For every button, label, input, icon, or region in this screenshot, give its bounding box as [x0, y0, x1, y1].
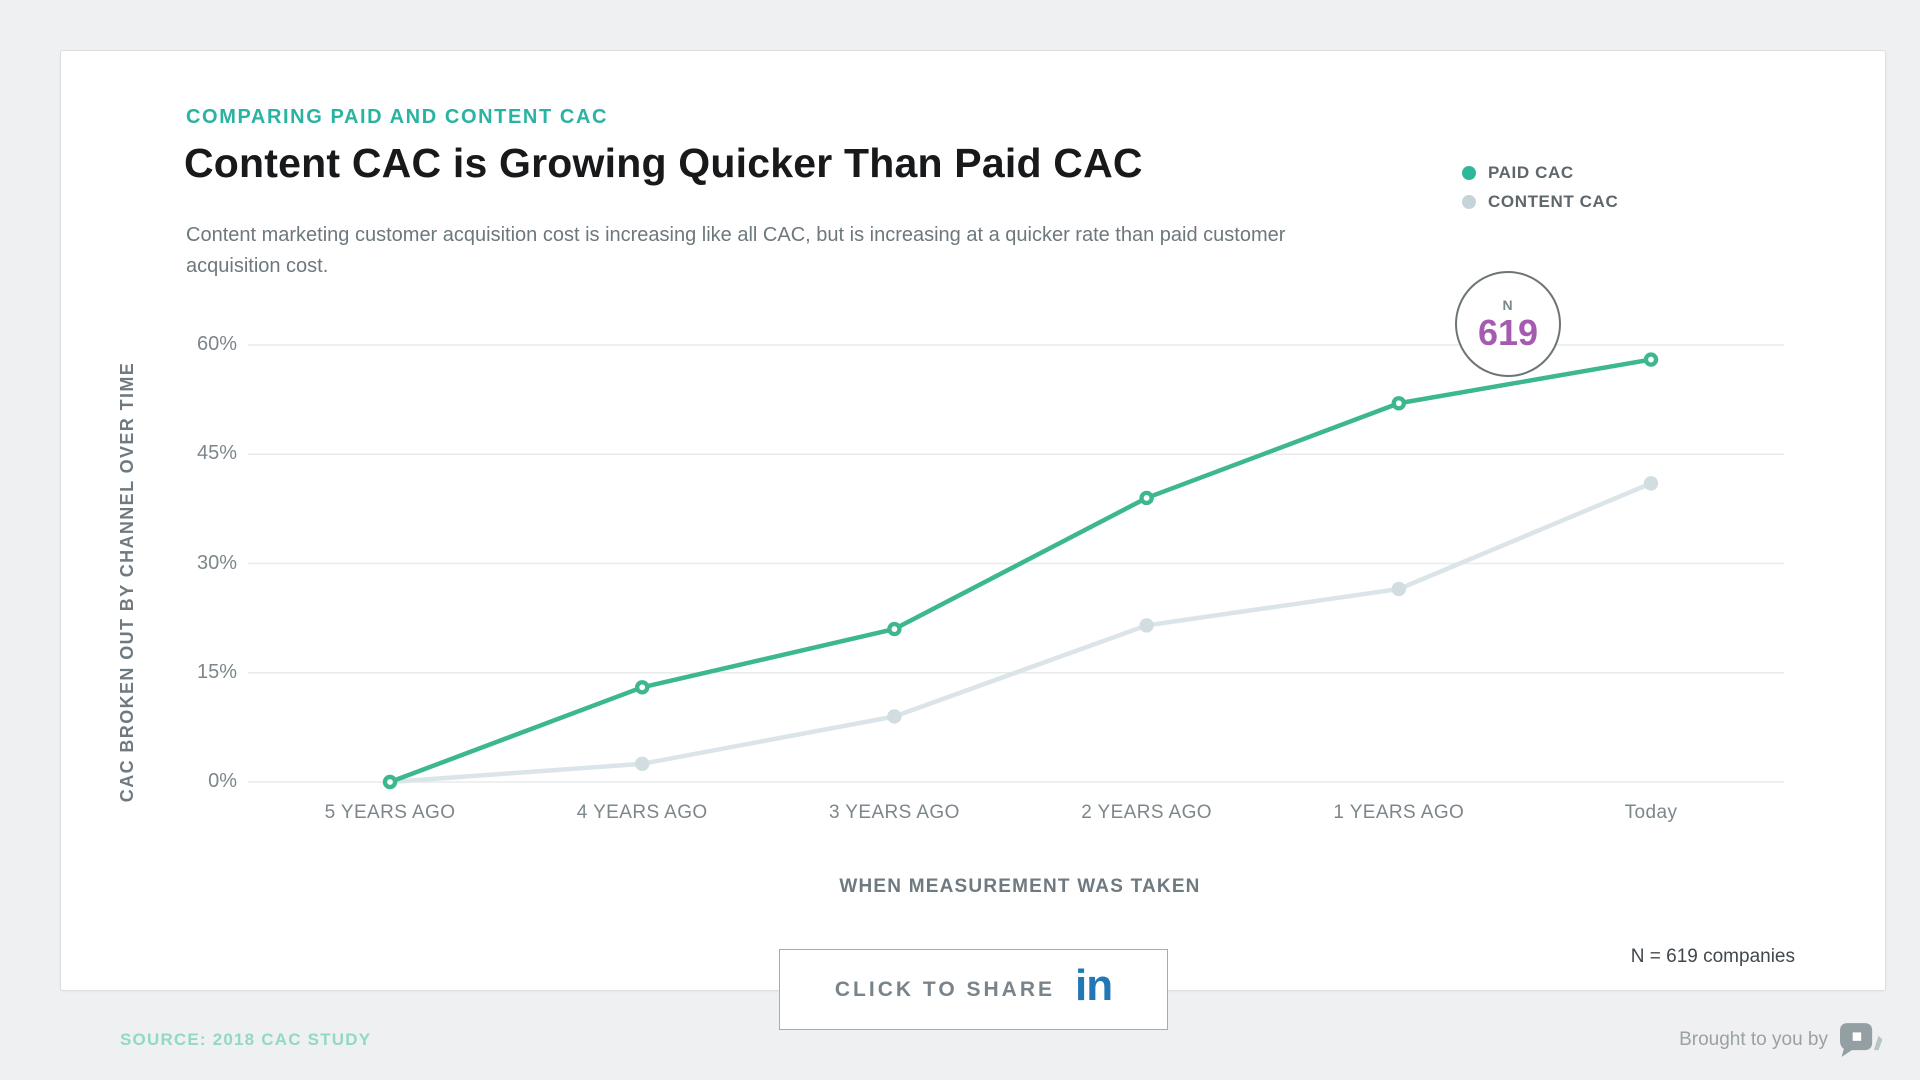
attribution-text: Brought to you by: [1679, 1029, 1828, 1050]
eyebrow-heading: COMPARING PAID AND CONTENT CAC: [186, 106, 609, 128]
attribution: Brought to you by: [1679, 1022, 1884, 1058]
legend-item-content: CONTENT CAC: [1462, 192, 1618, 212]
legend-label-paid: PAID CAC: [1488, 163, 1574, 182]
linkedin-icon: in: [1075, 960, 1113, 1010]
y-tick-label: 60%: [196, 333, 237, 355]
legend: PAID CAC CONTENT CAC: [1462, 163, 1618, 221]
x-category-label: 3 YEARS AGO: [829, 802, 960, 823]
x-category-label: 1 YEARS AGO: [1333, 802, 1465, 823]
sample-size-footnote: N = 619 companies: [1630, 946, 1795, 967]
profitwell-logo-icon: [1840, 1023, 1883, 1057]
n-label: N: [1502, 297, 1514, 313]
y-tick-label: 30%: [196, 551, 237, 574]
x-category-label: 4 YEARS AGO: [576, 802, 708, 823]
source-citation: SOURCE: 2018 CAC STUDY: [120, 1030, 372, 1049]
y-tick-label: 15%: [196, 660, 237, 683]
content-series-dot-icon: [1462, 195, 1476, 209]
legend-label-content: CONTENT CAC: [1488, 192, 1619, 211]
y-tick-label: 45%: [196, 442, 237, 465]
legend-item-paid: PAID CAC: [1462, 163, 1618, 183]
x-axis-title: WHEN MEASUREMENT WAS TAKEN: [839, 876, 1201, 897]
y-tick-label: 0%: [208, 770, 237, 792]
chart-card: [60, 50, 1886, 991]
page-title: Content CAC is Growing Quicker Than Paid…: [184, 140, 1143, 186]
sample-size-badge: N 619: [1455, 271, 1561, 377]
x-category-label: Today: [1624, 802, 1678, 823]
x-category-label: 5 YEARS AGO: [324, 802, 456, 823]
share-button-label: CLICK TO SHARE: [834, 977, 1055, 1001]
n-value: 619: [1477, 312, 1539, 353]
x-category-label: 2 YEARS AGO: [1081, 802, 1212, 823]
share-button[interactable]: CLICK TO SHARE in: [779, 949, 1168, 1030]
paid-series-dot-icon: [1462, 166, 1476, 180]
subtitle: Content marketing customer acquisition c…: [186, 224, 1286, 277]
